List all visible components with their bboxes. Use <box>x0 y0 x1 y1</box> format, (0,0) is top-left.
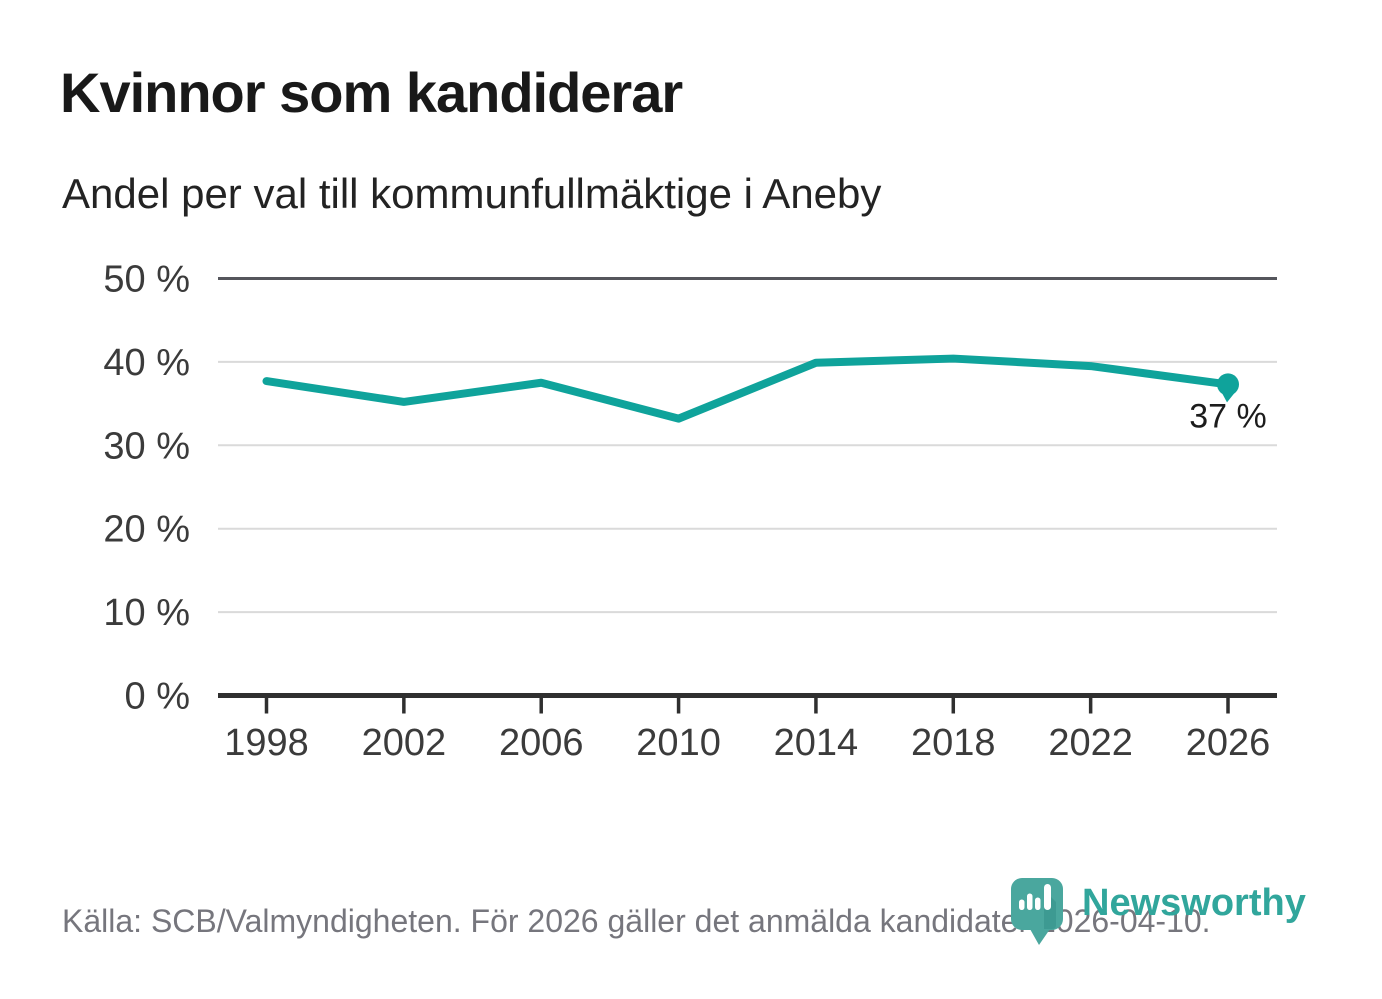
data-series-line <box>262 354 1232 423</box>
newsworthy-logo: Newsworthy <box>1011 878 1331 968</box>
y-axis-label-0: 0 % <box>125 676 190 718</box>
x-axis-label-2018: 2018 <box>911 722 996 764</box>
end-marker-dot <box>1217 373 1239 396</box>
y-axis-label-10: 10 % <box>103 592 190 634</box>
x-axis-label-1998: 1998 <box>224 722 309 764</box>
y-axis-label-20: 20 % <box>103 509 190 551</box>
y-axis-label-30: 30 % <box>103 425 190 467</box>
newsworthy-bubble-chart-icon <box>1011 878 1063 945</box>
x-axis-label-2010: 2010 <box>636 722 721 764</box>
chart-subtitle: Andel per val till kommunfullmäktige i A… <box>62 170 882 217</box>
x-axis-label-2022: 2022 <box>1048 722 1133 764</box>
x-axis-label-2006: 2006 <box>499 722 584 764</box>
x-axis-label-2002: 2002 <box>362 722 447 764</box>
y-axis-label-50: 50 % <box>103 259 190 301</box>
chart-title: Kvinnor som kandiderar <box>60 61 683 124</box>
x-axis-label-2026: 2026 <box>1186 722 1271 764</box>
end-value-label: 37 % <box>1189 397 1267 435</box>
newsworthy-logo-text: Newsworthy <box>1082 882 1306 924</box>
y-axis-label-40: 40 % <box>103 342 190 384</box>
x-axis-label-2014: 2014 <box>774 722 859 764</box>
